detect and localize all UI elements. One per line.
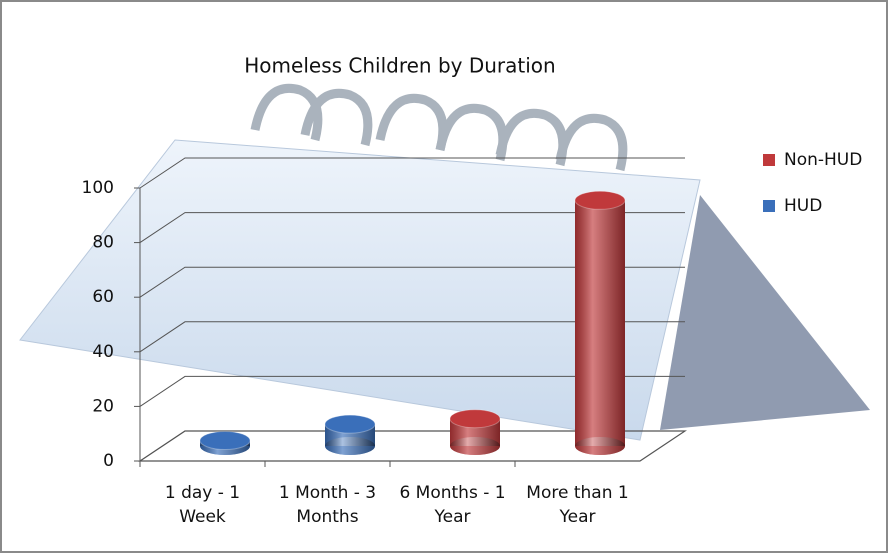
cylinder-shade [325, 437, 375, 455]
cylinder-top [449, 409, 501, 429]
y-tick-label: 40 [92, 342, 114, 362]
cylinder-shade [575, 200, 625, 446]
chart-title: Homeless Children by Duration [244, 54, 555, 78]
legend-label: HUD [784, 196, 822, 216]
cylinder-top [574, 190, 626, 210]
grid-line [139, 266, 685, 298]
grid-line [139, 157, 685, 189]
legend-swatch [763, 200, 775, 212]
x-tick-label: 1 Month - 3 Months [278, 483, 377, 527]
x-tick-label: 6 Months - 1 Year [399, 483, 506, 527]
grid-line [139, 430, 685, 462]
grid-line [139, 212, 685, 244]
cylinder-top [199, 431, 251, 451]
y-tick-label: 20 [92, 396, 114, 416]
y-tick-label: 60 [92, 287, 114, 307]
grid-line [139, 321, 685, 353]
legend-swatch [763, 154, 775, 166]
cylinder-shade [575, 437, 625, 455]
y-tick-label: 100 [82, 178, 114, 198]
cylinder-top [324, 414, 376, 434]
calendar-stand [660, 195, 870, 430]
cylinder-shade [450, 437, 500, 455]
legend-label: Non-HUD [784, 150, 862, 170]
y-tick-label: 0 [103, 451, 114, 471]
x-tick-label: More than 1 Year [526, 483, 629, 527]
y-tick-label: 80 [92, 233, 114, 253]
calendar-rings [250, 84, 628, 172]
x-tick-label: 1 day - 1 Week [164, 483, 241, 527]
grid-line [139, 375, 685, 407]
calendar-page [19, 139, 701, 441]
